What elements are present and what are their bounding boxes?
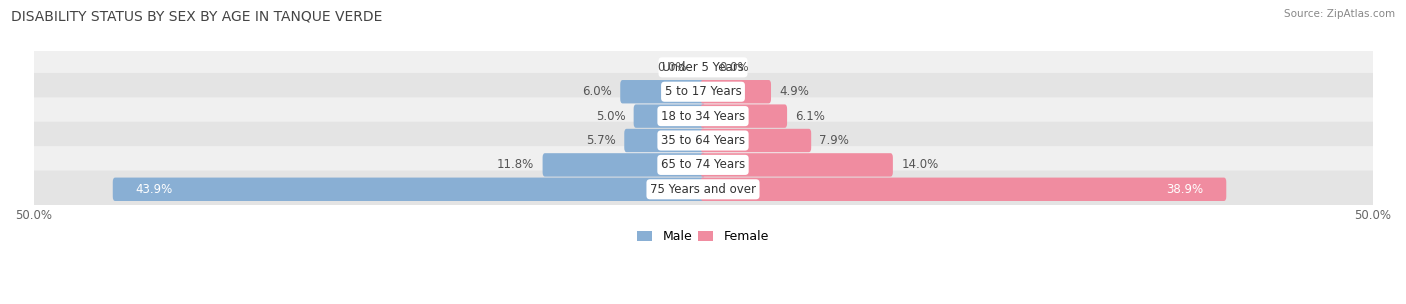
Text: 11.8%: 11.8% — [498, 158, 534, 171]
Text: 0.0%: 0.0% — [718, 61, 748, 74]
Text: 5 to 17 Years: 5 to 17 Years — [665, 85, 741, 98]
FancyBboxPatch shape — [634, 104, 706, 128]
Text: 35 to 64 Years: 35 to 64 Years — [661, 134, 745, 147]
FancyBboxPatch shape — [624, 129, 706, 152]
FancyBboxPatch shape — [543, 153, 706, 177]
FancyBboxPatch shape — [30, 146, 1376, 184]
Text: 6.0%: 6.0% — [582, 85, 612, 98]
Text: 75 Years and over: 75 Years and over — [650, 183, 756, 196]
Legend: Male, Female: Male, Female — [633, 225, 773, 248]
Text: 6.1%: 6.1% — [796, 110, 825, 123]
FancyBboxPatch shape — [700, 104, 787, 128]
FancyBboxPatch shape — [30, 122, 1376, 159]
Text: 7.9%: 7.9% — [820, 134, 849, 147]
FancyBboxPatch shape — [30, 171, 1376, 208]
FancyBboxPatch shape — [30, 73, 1376, 111]
FancyBboxPatch shape — [700, 129, 811, 152]
FancyBboxPatch shape — [30, 49, 1376, 86]
Text: 14.0%: 14.0% — [901, 158, 938, 171]
Text: 4.9%: 4.9% — [779, 85, 810, 98]
Text: Under 5 Years: Under 5 Years — [662, 61, 744, 74]
Text: 5.7%: 5.7% — [586, 134, 616, 147]
Text: Source: ZipAtlas.com: Source: ZipAtlas.com — [1284, 9, 1395, 19]
FancyBboxPatch shape — [30, 97, 1376, 135]
FancyBboxPatch shape — [620, 80, 706, 103]
Text: 43.9%: 43.9% — [135, 183, 173, 196]
Text: 5.0%: 5.0% — [596, 110, 626, 123]
Text: 18 to 34 Years: 18 to 34 Years — [661, 110, 745, 123]
FancyBboxPatch shape — [700, 178, 1226, 201]
FancyBboxPatch shape — [700, 153, 893, 177]
Text: 0.0%: 0.0% — [658, 61, 688, 74]
FancyBboxPatch shape — [700, 80, 770, 103]
Text: 65 to 74 Years: 65 to 74 Years — [661, 158, 745, 171]
FancyBboxPatch shape — [112, 178, 706, 201]
Text: DISABILITY STATUS BY SEX BY AGE IN TANQUE VERDE: DISABILITY STATUS BY SEX BY AGE IN TANQU… — [11, 9, 382, 23]
Text: 38.9%: 38.9% — [1167, 183, 1204, 196]
